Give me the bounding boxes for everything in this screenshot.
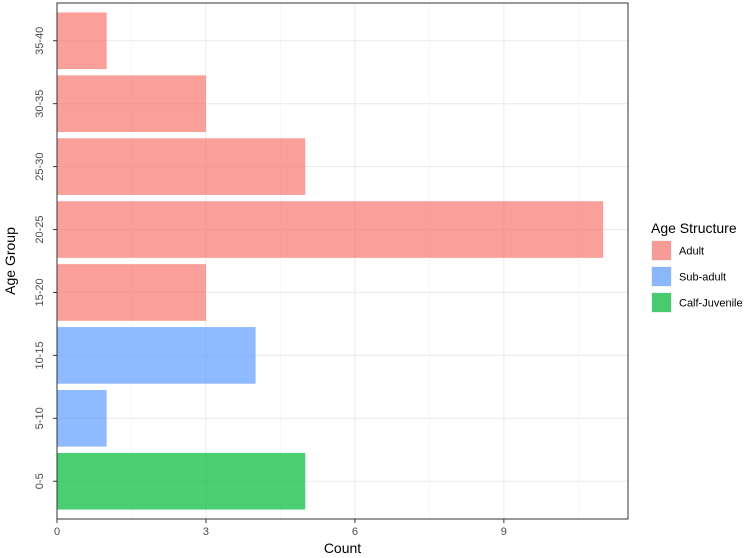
y-tick-label: 25-30 xyxy=(34,153,46,181)
legend: Age Structure Adult Sub-adult Calf-Juvenil… xyxy=(651,220,743,313)
legend-swatch xyxy=(652,241,671,260)
y-tick-label: 10-15 xyxy=(34,341,46,369)
y-axis-title: Age Group xyxy=(2,227,18,295)
bars xyxy=(57,12,604,510)
x-tick-label: 3 xyxy=(203,526,209,538)
bar-35-40 xyxy=(57,12,107,70)
x-axis-title: Count xyxy=(324,540,361,556)
y-tick-label: 35-40 xyxy=(34,27,46,55)
legend-swatch xyxy=(652,293,671,312)
bar-0-5 xyxy=(57,452,306,510)
bar-25-30 xyxy=(57,138,306,195)
y-tick-label: 20-25 xyxy=(34,215,46,243)
bar-10-15 xyxy=(57,327,256,384)
y-tick-label: 30-35 xyxy=(34,90,46,118)
x-tick-label: 0 xyxy=(54,526,60,538)
y-tick-label: 0-5 xyxy=(34,473,46,489)
bar-15-20 xyxy=(57,264,206,321)
panel-border xyxy=(56,2,629,520)
legend-swatch xyxy=(652,267,671,286)
y-tick-label: 5-10 xyxy=(34,407,46,429)
axis-ticks: 0 3 6 9 0-5 5-10 10-15 15-20 20-25 25-30 30-35 35-4… xyxy=(34,27,507,538)
legend-label: Sub-adult xyxy=(679,272,726,284)
x-tick-label: 6 xyxy=(352,526,358,538)
legend-label: Calf-Juvenile xyxy=(679,298,743,310)
bar-5-10 xyxy=(57,390,107,447)
bar-20-25 xyxy=(57,201,604,258)
y-tick-label: 15-20 xyxy=(34,278,46,306)
legend-label: Adult xyxy=(679,246,704,258)
x-tick-label: 9 xyxy=(501,526,507,538)
bar-30-35 xyxy=(57,75,206,132)
legend-title: Age Structure xyxy=(651,220,737,236)
